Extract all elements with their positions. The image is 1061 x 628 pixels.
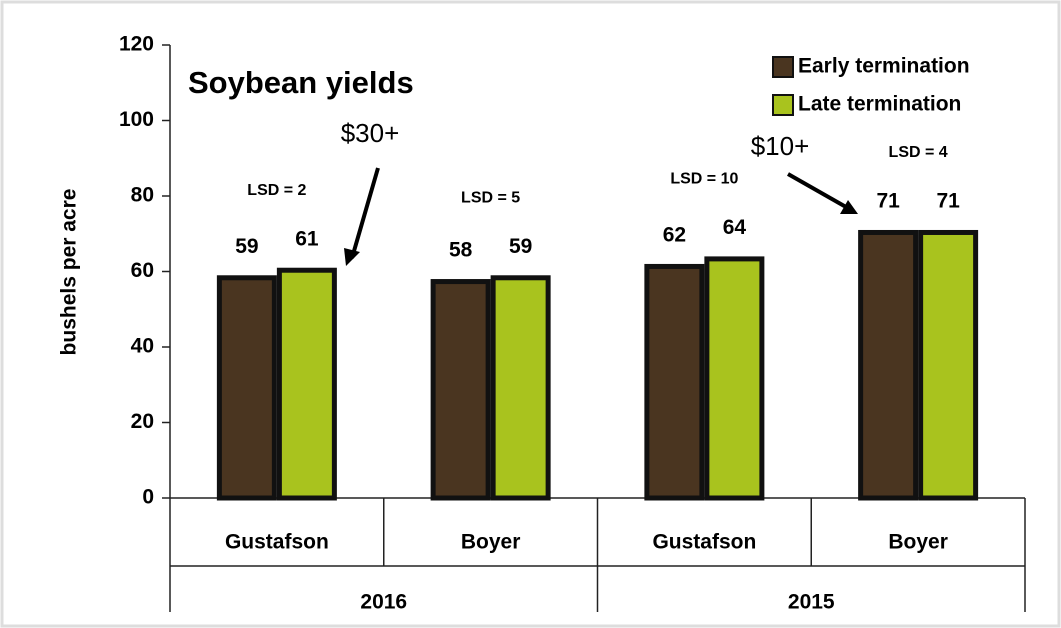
x-tick-label: Boyer xyxy=(461,531,521,554)
annotation: $30+ xyxy=(341,118,400,148)
value-label: 71 xyxy=(876,190,900,213)
x-tick-label: Gustafson xyxy=(652,531,756,554)
legend-swatch xyxy=(772,56,794,78)
value-label: 59 xyxy=(509,235,532,258)
value-label: 59 xyxy=(235,235,258,258)
y-tick-label: 60 xyxy=(131,259,154,282)
lsd-label: LSD = 2 xyxy=(247,182,306,199)
lsd-label: LSD = 5 xyxy=(461,189,520,206)
legend-swatch xyxy=(772,94,794,116)
value-label: 58 xyxy=(449,239,473,262)
arrow-head xyxy=(344,248,360,266)
bar xyxy=(918,229,979,501)
x-tick-label: Gustafson xyxy=(225,531,329,554)
chart-title: Soybean yields xyxy=(188,65,414,100)
y-tick-label: 20 xyxy=(131,410,154,433)
bar xyxy=(644,263,705,501)
bar xyxy=(858,229,919,501)
arrow-head xyxy=(840,200,858,214)
y-tick-label: 100 xyxy=(119,108,154,131)
bar xyxy=(490,275,551,501)
group-label: 2015 xyxy=(788,591,835,614)
annotation: $10+ xyxy=(751,131,810,161)
y-tick-label: 120 xyxy=(119,33,154,56)
bar xyxy=(216,275,277,501)
y-axis-label: bushels per acre xyxy=(58,189,81,356)
lsd-label: LSD = 4 xyxy=(889,144,948,161)
value-label: 64 xyxy=(723,216,747,239)
legend-label: Late termination xyxy=(798,93,961,116)
y-tick-label: 80 xyxy=(131,184,154,207)
bar xyxy=(430,279,491,501)
bar xyxy=(704,256,765,501)
lsd-label: LSD = 10 xyxy=(670,171,738,188)
y-tick-label: 0 xyxy=(142,486,154,509)
arrow xyxy=(350,167,380,259)
x-tick-label: Boyer xyxy=(888,531,948,554)
bar xyxy=(276,267,337,501)
value-label: 71 xyxy=(936,190,960,213)
y-tick-label: 40 xyxy=(131,335,154,358)
legend-label: Early termination xyxy=(798,55,970,78)
arrow xyxy=(787,172,847,209)
value-label: 61 xyxy=(295,227,319,250)
value-label: 62 xyxy=(663,223,686,246)
group-label: 2016 xyxy=(360,591,407,614)
